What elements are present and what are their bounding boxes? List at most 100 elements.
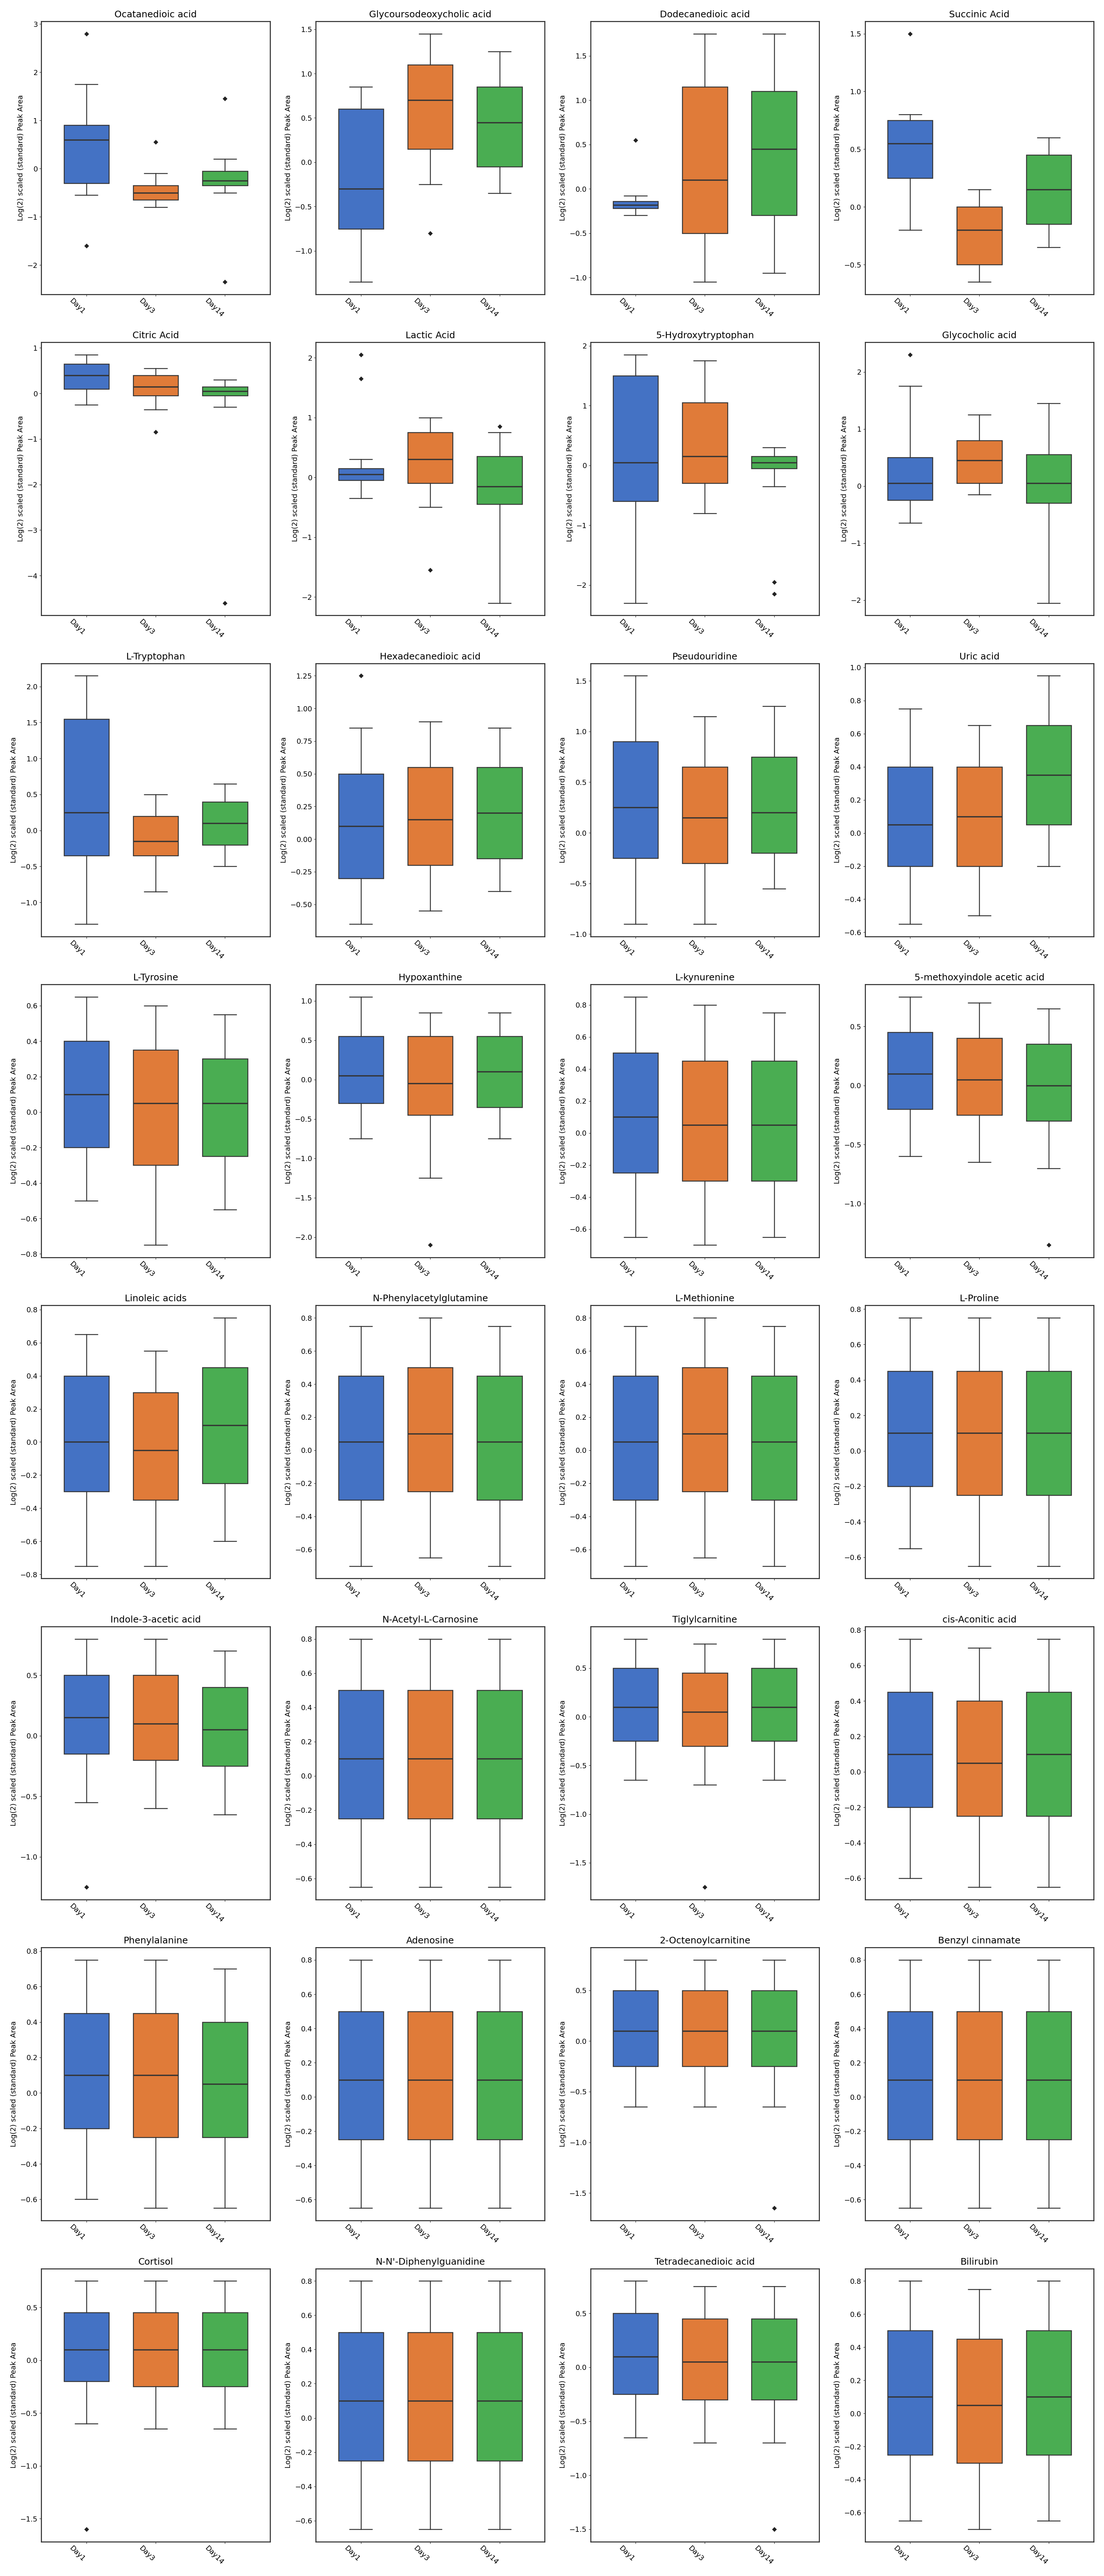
PathPatch shape: [202, 386, 247, 397]
Y-axis label: Log(2) scaled (standard) Peak Area: Log(2) scaled (standard) Peak Area: [560, 1700, 566, 1826]
PathPatch shape: [202, 170, 247, 185]
Title: Tetradecanedioic acid: Tetradecanedioic acid: [655, 2257, 755, 2267]
Y-axis label: Log(2) scaled (standard) Peak Area: Log(2) scaled (standard) Peak Area: [834, 737, 841, 863]
PathPatch shape: [64, 2313, 109, 2380]
PathPatch shape: [134, 817, 178, 855]
PathPatch shape: [613, 1991, 658, 2066]
Y-axis label: Log(2) scaled (standard) Peak Area: Log(2) scaled (standard) Peak Area: [285, 1378, 291, 1504]
PathPatch shape: [477, 1376, 522, 1499]
Title: Tiglylcarnitine: Tiglylcarnitine: [672, 1615, 737, 1625]
PathPatch shape: [682, 2318, 728, 2401]
PathPatch shape: [339, 1690, 383, 1819]
PathPatch shape: [64, 363, 109, 389]
PathPatch shape: [957, 440, 1002, 484]
PathPatch shape: [339, 1036, 383, 1103]
Title: Cortisol: Cortisol: [138, 2257, 173, 2267]
Y-axis label: Log(2) scaled (standard) Peak Area: Log(2) scaled (standard) Peak Area: [285, 1700, 291, 1826]
PathPatch shape: [477, 2012, 522, 2141]
PathPatch shape: [888, 768, 933, 866]
Title: Benzyl cinnamate: Benzyl cinnamate: [938, 1937, 1020, 1945]
Y-axis label: Log(2) scaled (standard) Peak Area: Log(2) scaled (standard) Peak Area: [10, 1378, 18, 1504]
PathPatch shape: [613, 376, 658, 502]
Title: Uric acid: Uric acid: [959, 652, 999, 662]
PathPatch shape: [888, 1033, 933, 1110]
PathPatch shape: [407, 1690, 453, 1819]
PathPatch shape: [613, 2313, 658, 2393]
PathPatch shape: [1027, 726, 1071, 824]
Title: Phenylalanine: Phenylalanine: [124, 1937, 188, 1945]
Title: Adenosine: Adenosine: [406, 1937, 454, 1945]
PathPatch shape: [407, 1368, 453, 1492]
PathPatch shape: [888, 1692, 933, 1808]
Y-axis label: Log(2) scaled (standard) Peak Area: Log(2) scaled (standard) Peak Area: [560, 95, 566, 222]
Title: Dodecanedioic acid: Dodecanedioic acid: [660, 10, 750, 18]
PathPatch shape: [682, 768, 728, 863]
PathPatch shape: [477, 1036, 522, 1108]
Title: N-N'-Diphenylguanidine: N-N'-Diphenylguanidine: [375, 2257, 485, 2267]
Y-axis label: Log(2) scaled (standard) Peak Area: Log(2) scaled (standard) Peak Area: [841, 415, 848, 541]
PathPatch shape: [477, 1690, 522, 1819]
Title: Bilirubin: Bilirubin: [960, 2257, 998, 2267]
PathPatch shape: [888, 1370, 933, 1486]
PathPatch shape: [752, 1376, 797, 1499]
PathPatch shape: [407, 2012, 453, 2141]
Y-axis label: Log(2) scaled (standard) Peak Area: Log(2) scaled (standard) Peak Area: [10, 1700, 18, 1826]
Title: Hexadecanedioic acid: Hexadecanedioic acid: [380, 652, 480, 662]
PathPatch shape: [1027, 1370, 1071, 1494]
PathPatch shape: [339, 108, 383, 229]
PathPatch shape: [752, 1991, 797, 2066]
Y-axis label: Log(2) scaled (standard) Peak Area: Log(2) scaled (standard) Peak Area: [834, 2342, 841, 2468]
PathPatch shape: [64, 1376, 109, 1492]
PathPatch shape: [957, 2339, 1002, 2463]
PathPatch shape: [64, 719, 109, 855]
Y-axis label: Log(2) scaled (standard) Peak Area: Log(2) scaled (standard) Peak Area: [560, 2022, 566, 2146]
Title: Lactic Acid: Lactic Acid: [405, 332, 455, 340]
PathPatch shape: [64, 1041, 109, 1146]
PathPatch shape: [477, 768, 522, 858]
PathPatch shape: [407, 64, 453, 149]
Title: Glycocholic acid: Glycocholic acid: [942, 332, 1017, 340]
PathPatch shape: [957, 206, 1002, 265]
PathPatch shape: [752, 456, 797, 469]
PathPatch shape: [682, 1991, 728, 2066]
PathPatch shape: [477, 88, 522, 167]
Title: Linoleic acids: Linoleic acids: [125, 1293, 187, 1303]
PathPatch shape: [1027, 2331, 1071, 2455]
Y-axis label: Log(2) scaled (standard) Peak Area: Log(2) scaled (standard) Peak Area: [10, 2022, 18, 2146]
PathPatch shape: [613, 1669, 658, 1741]
Title: cis-Aconitic acid: cis-Aconitic acid: [943, 1615, 1017, 1625]
PathPatch shape: [202, 2313, 247, 2385]
PathPatch shape: [64, 2014, 109, 2128]
PathPatch shape: [613, 201, 658, 209]
PathPatch shape: [1027, 1043, 1071, 1121]
PathPatch shape: [407, 1036, 453, 1115]
PathPatch shape: [1027, 453, 1071, 502]
PathPatch shape: [682, 402, 728, 484]
PathPatch shape: [339, 469, 383, 479]
Y-axis label: Log(2) scaled (standard) Peak Area: Log(2) scaled (standard) Peak Area: [285, 2022, 291, 2146]
Title: 5-methoxyindole acetic acid: 5-methoxyindole acetic acid: [914, 974, 1044, 981]
PathPatch shape: [202, 801, 247, 845]
PathPatch shape: [613, 742, 658, 858]
Y-axis label: Log(2) scaled (standard) Peak Area: Log(2) scaled (standard) Peak Area: [566, 415, 573, 541]
PathPatch shape: [134, 1674, 178, 1759]
PathPatch shape: [202, 1368, 247, 1484]
PathPatch shape: [407, 2331, 453, 2460]
Title: Indole-3-acetic acid: Indole-3-acetic acid: [110, 1615, 201, 1625]
PathPatch shape: [957, 768, 1002, 866]
Title: Ocatanedioic acid: Ocatanedioic acid: [115, 10, 197, 18]
Title: 5-Hydroxytryptophan: 5-Hydroxytryptophan: [656, 332, 754, 340]
PathPatch shape: [339, 2012, 383, 2141]
Title: L-Proline: L-Proline: [959, 1293, 999, 1303]
PathPatch shape: [752, 757, 797, 853]
Title: 2-Octenoylcarnitine: 2-Octenoylcarnitine: [659, 1937, 751, 1945]
Y-axis label: Log(2) scaled (standard) Peak Area: Log(2) scaled (standard) Peak Area: [834, 1378, 841, 1504]
Y-axis label: Log(2) scaled (standard) Peak Area: Log(2) scaled (standard) Peak Area: [285, 95, 291, 222]
PathPatch shape: [134, 1051, 178, 1164]
PathPatch shape: [752, 1061, 797, 1180]
Y-axis label: Log(2) scaled (standard) Peak Area: Log(2) scaled (standard) Peak Area: [285, 2342, 291, 2468]
Y-axis label: Log(2) scaled (standard) Peak Area: Log(2) scaled (standard) Peak Area: [10, 1059, 18, 1185]
Title: N-Phenylacetylglutamine: N-Phenylacetylglutamine: [372, 1293, 488, 1303]
PathPatch shape: [752, 2318, 797, 2401]
Y-axis label: Log(2) scaled (standard) Peak Area: Log(2) scaled (standard) Peak Area: [18, 95, 24, 222]
